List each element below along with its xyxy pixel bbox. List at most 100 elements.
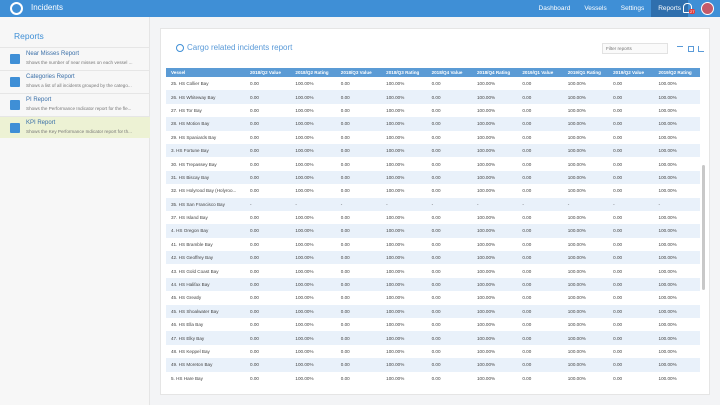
vessel-cell: 48. HS Keppel Bay — [171, 349, 210, 354]
value-cell: 0.00 — [250, 215, 259, 221]
report-item-description: Shows a list of all incidents grouped by… — [26, 83, 132, 88]
report-item-description: Shows the Performance Indicator report f… — [26, 106, 132, 111]
value-cell: 100.00% — [658, 134, 677, 140]
scrollbar[interactable] — [702, 165, 705, 290]
column-header[interactable]: 2019/Q2 Rating — [658, 70, 692, 75]
value-cell: 100.00% — [295, 255, 314, 261]
table-row: 45. HS Shoalwater Bay 0.00 100.00% 0.00 100.… — [166, 304, 700, 319]
report-icon — [10, 54, 20, 64]
value-cell: 0.00 — [613, 335, 623, 341]
chart-icon[interactable] — [698, 46, 704, 52]
value-cell: 0.00 — [340, 94, 350, 100]
value-cell: 0.00 — [431, 161, 441, 167]
filter-icon[interactable] — [677, 46, 683, 52]
nav-link[interactable]: Dashboard — [538, 5, 571, 12]
nav-link[interactable]: Reports — [651, 0, 688, 17]
value-cell: 100.00% — [658, 121, 677, 127]
value-cell: 0.00 — [522, 282, 532, 288]
column-header[interactable]: Vessel — [171, 70, 186, 75]
column-header[interactable]: 2019/Q1 Value — [522, 70, 554, 75]
value-cell: 100.00% — [476, 81, 496, 87]
value-cell: 100.00% — [567, 121, 586, 127]
report-item[interactable]: Near Misses Report Shows the number of ne… — [0, 47, 150, 69]
notification-icon[interactable] — [683, 3, 692, 13]
column-header[interactable]: 2019/Q1 Rating — [567, 70, 601, 75]
value-cell: 0.00 — [340, 335, 350, 341]
value-cell: 100.00% — [658, 362, 677, 368]
value-cell: 100.00% — [295, 308, 314, 314]
value-cell: 100.00% — [476, 268, 496, 274]
value-cell: 100.00% — [658, 215, 677, 221]
avatar[interactable] — [701, 2, 714, 15]
column-header[interactable]: 2018/Q2 Rating — [295, 70, 329, 75]
column-header[interactable]: 2018/Q4 Value — [431, 70, 463, 75]
table-row: 29. HS Spaniards Bay 0.00 100.00% 0.00 100.0… — [166, 131, 700, 144]
value-cell: 0.00 — [340, 161, 350, 167]
value-cell: - — [431, 201, 434, 207]
column-header[interactable]: 2018/Q4 Rating — [476, 70, 511, 75]
report-item[interactable]: KPI Report Shows the Key Performance Indi… — [0, 116, 150, 138]
report-item[interactable]: PI Report Shows the Performance Indicator… — [0, 93, 150, 115]
value-cell: 0.00 — [522, 81, 532, 87]
value-cell: 100.00% — [476, 362, 496, 368]
value-cell: 100.00% — [658, 81, 677, 87]
vessel-cell: 31. HS Biscay Bay — [171, 174, 210, 180]
value-cell: 100.00% — [476, 255, 496, 261]
table-header: Vessel 2018/Q2 Value 2018/Q2 Rating 2018/Q3… — [166, 68, 700, 77]
value-cell: 0.00 — [431, 322, 441, 328]
table-row: 41. HS Bramble Bay 0.00 100.00% 0.00 100.00%… — [166, 238, 700, 251]
filter-input[interactable] — [602, 43, 668, 54]
value-cell: 0.00 — [340, 308, 350, 314]
value-cell: 0.00 — [613, 375, 623, 381]
value-cell: 0.00 — [613, 148, 623, 154]
value-cell: 0.00 — [522, 94, 532, 100]
vessel-cell: 3. HS Fortune Bay — [171, 148, 209, 154]
vessel-cell: 37. HS Island Bay — [171, 215, 208, 221]
value-cell: 0.00 — [250, 349, 259, 354]
value-cell: 100.00% — [658, 255, 677, 261]
value-cell: 0.00 — [522, 148, 532, 154]
value-cell: 100.00% — [386, 215, 405, 221]
value-cell: 100.00% — [476, 148, 496, 154]
value-cell: 100.00% — [658, 94, 677, 100]
nav: Dashboard Vessels Settings Reports — [532, 0, 688, 17]
value-cell: 100.00% — [295, 121, 314, 127]
report-item-title: Categories Report — [26, 74, 75, 80]
logo[interactable] — [10, 2, 23, 15]
value-cell: - — [295, 201, 297, 207]
value-cell: 100.00% — [567, 134, 586, 140]
vessel-cell: 25. HS Collier Bay — [171, 81, 209, 87]
value-cell: 100.00% — [658, 241, 677, 247]
column-header[interactable]: 2019/Q2 Value — [613, 70, 645, 75]
value-cell: 100.00% — [476, 228, 496, 234]
table-row: 30. HS Trepassey Bay 0.00 100.00% 0.00 100.0… — [166, 157, 700, 170]
value-cell: 0.00 — [613, 349, 623, 354]
vessel-cell: 32. HS Holyrood Bay (Holyroo... — [171, 188, 237, 194]
report-title: Cargo related incidents report — [187, 43, 293, 52]
report-icon — [10, 100, 20, 110]
value-cell: 0.00 — [613, 295, 623, 301]
value-cell: 100.00% — [658, 308, 677, 314]
value-cell: 0.00 — [250, 81, 259, 87]
calendar-icon[interactable] — [688, 46, 694, 52]
value-cell: 0.00 — [431, 188, 441, 194]
value-cell: 100.00% — [295, 81, 314, 87]
column-header[interactable]: 2018/Q3 Value — [340, 70, 372, 75]
value-cell: 0.00 — [250, 282, 259, 288]
value-cell: 100.00% — [386, 255, 405, 261]
value-cell: 0.00 — [522, 134, 532, 140]
table-row: 27. HS Tor Bay 0.00 100.00% 0.00 100.00% 0.00… — [166, 104, 700, 117]
nav-link[interactable]: Settings — [620, 5, 645, 12]
value-cell: 100.00% — [295, 134, 314, 140]
column-header[interactable]: 2018/Q3 Rating — [386, 70, 420, 75]
table-row: 47. HS Elky Bay 0.00 100.00% 0.00 100.00% 0.0… — [166, 331, 700, 345]
info-icon[interactable] — [176, 44, 184, 52]
report-item[interactable]: Categories Report Shows a list of all inc… — [0, 70, 150, 92]
column-header[interactable]: 2018/Q2 Value — [250, 70, 281, 75]
vessel-cell: 45. HS Greatly — [171, 295, 202, 301]
value-cell: 100.00% — [386, 228, 405, 234]
value-cell: 0.00 — [522, 335, 532, 341]
value-cell: 100.00% — [476, 94, 496, 100]
value-cell: 100.00% — [476, 295, 496, 301]
nav-link[interactable]: Vessels — [584, 5, 607, 12]
